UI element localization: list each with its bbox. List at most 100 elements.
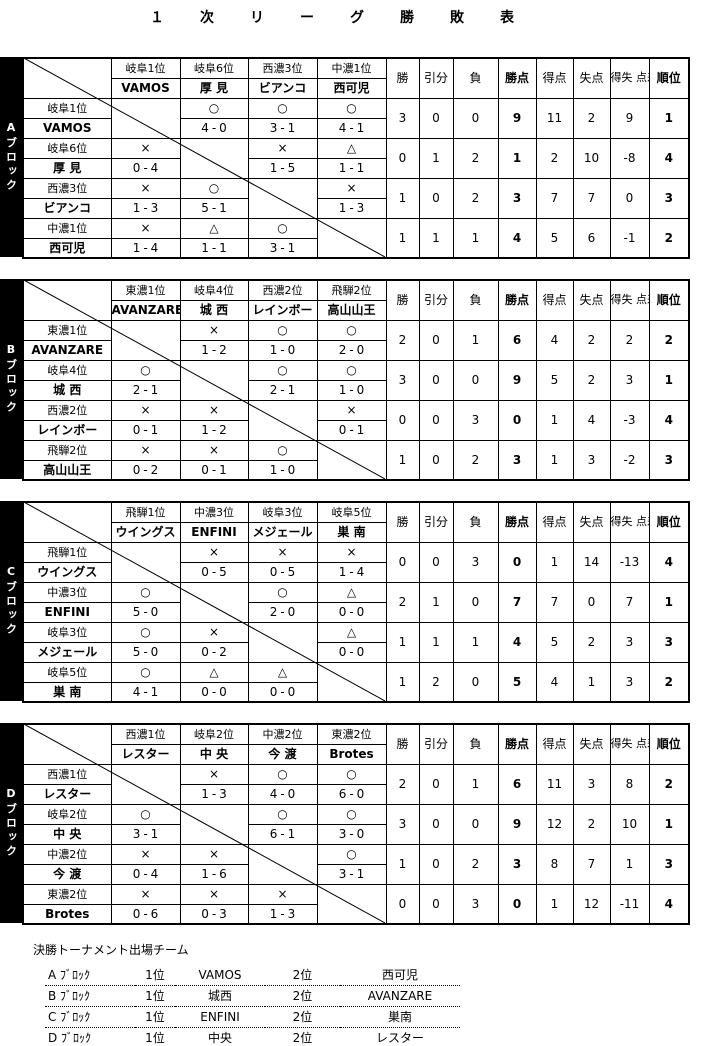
result-mark: △ bbox=[247, 661, 318, 683]
result-mark: × bbox=[247, 137, 318, 159]
result-score: 5-0 bbox=[110, 601, 181, 623]
result-mark: ○ bbox=[247, 97, 318, 119]
stat-value: 3 bbox=[452, 883, 499, 925]
stat-header: 負 bbox=[452, 501, 499, 543]
team-name: 巣 南 bbox=[22, 681, 112, 703]
stat-value: 1 bbox=[648, 359, 690, 401]
team-rank: 岐阜1位 bbox=[22, 97, 112, 119]
result-score: 6-1 bbox=[247, 823, 318, 845]
opponent-rank-header: 中濃1位 bbox=[316, 57, 387, 79]
stat-value: 2 bbox=[648, 319, 690, 361]
self-match-cell bbox=[247, 177, 318, 219]
self-match-cell bbox=[316, 217, 387, 259]
stat-value: 2 bbox=[572, 97, 611, 139]
result-score: 1-1 bbox=[316, 157, 387, 179]
stat-value: 8 bbox=[535, 843, 574, 885]
qualifier-second-place-team: レスター bbox=[340, 1027, 460, 1046]
result-mark: ○ bbox=[247, 359, 318, 381]
stat-value: -2 bbox=[609, 439, 650, 481]
stat-value: 2 bbox=[572, 359, 611, 401]
stat-value: 1 bbox=[418, 581, 454, 623]
qualifiers-body: A ﾌﾞﾛｯｸ 1位 VAMOS 2位 西可児 B ﾌﾞﾛｯｸ 1位 城西 2位 AVANZARE… bbox=[45, 965, 460, 1046]
stat-value: 6 bbox=[497, 763, 537, 805]
result-mark: × bbox=[316, 177, 387, 199]
qualifier-row: D ﾌﾞﾛｯｸ 1位 中央 2位 レスター bbox=[45, 1027, 460, 1046]
result-mark: ○ bbox=[110, 359, 181, 381]
opponent-rank-header: 飛騨1位 bbox=[110, 501, 181, 523]
stat-value: 10 bbox=[609, 803, 650, 845]
stat-value: 0 bbox=[418, 319, 454, 361]
stat-value: 4 bbox=[648, 883, 690, 925]
stat-value: 2 bbox=[385, 319, 420, 361]
stat-value: 2 bbox=[535, 137, 574, 179]
stat-header: 勝点 bbox=[497, 723, 537, 765]
opponent-name-header: レインボー bbox=[247, 299, 318, 321]
qualifier-second-place-team: 西可児 bbox=[340, 965, 460, 986]
team-name: レインボー bbox=[22, 419, 112, 441]
result-score: 1-3 bbox=[110, 197, 181, 219]
team-name: ビアンコ bbox=[22, 197, 112, 219]
result-score: 1-2 bbox=[179, 339, 249, 361]
stat-value: -3 bbox=[609, 399, 650, 441]
stat-header: 失点 bbox=[572, 279, 611, 321]
result-score: 0-2 bbox=[110, 459, 181, 481]
opponent-rank-header: 東濃1位 bbox=[110, 279, 181, 301]
result-mark: × bbox=[247, 541, 318, 563]
stat-value: 0 bbox=[418, 359, 454, 401]
stat-value: 11 bbox=[535, 763, 574, 805]
team-rank: 岐阜2位 bbox=[22, 803, 112, 825]
self-match-cell bbox=[247, 621, 318, 663]
result-mark: ○ bbox=[247, 439, 318, 461]
qualifiers-section: 決勝トーナメント出場チーム A ﾌﾞﾛｯｸ 1位 VAMOS 2位 西可児 B ﾌﾞﾛｯｸ… bbox=[0, 941, 726, 1046]
qualifier-second-place-label: 2位 bbox=[265, 985, 340, 1007]
qualifier-second-place-label: 2位 bbox=[265, 965, 340, 986]
result-mark: × bbox=[179, 399, 249, 421]
result-score: 1-0 bbox=[316, 379, 387, 401]
stat-header: 勝点 bbox=[497, 57, 537, 99]
block-d-label: Dブロック bbox=[4, 787, 18, 859]
result-score: 3-1 bbox=[247, 237, 318, 259]
stat-value: 3 bbox=[648, 177, 690, 219]
result-mark: × bbox=[110, 399, 181, 421]
team-name: ENFINI bbox=[22, 601, 112, 623]
result-score: 0-0 bbox=[316, 641, 387, 663]
stat-value: -8 bbox=[609, 137, 650, 179]
result-score: 0-5 bbox=[247, 561, 318, 583]
result-score: 2-1 bbox=[110, 379, 181, 401]
result-score: 1-0 bbox=[247, 339, 318, 361]
stat-value: 2 bbox=[452, 843, 499, 885]
result-score: 2-1 bbox=[247, 379, 318, 401]
team-rank: 東濃1位 bbox=[22, 319, 112, 341]
result-score: 0-4 bbox=[110, 157, 181, 179]
team-name: レスター bbox=[22, 783, 112, 805]
stat-value: 0 bbox=[452, 661, 499, 703]
stat-value: 1 bbox=[418, 217, 454, 259]
stat-value: 2 bbox=[452, 137, 499, 179]
stat-value: 0 bbox=[452, 359, 499, 401]
stat-header: 得失 点差 bbox=[609, 57, 650, 99]
stat-value: 3 bbox=[572, 439, 611, 481]
stat-value: 4 bbox=[535, 661, 574, 703]
stat-value: 0 bbox=[385, 541, 420, 583]
block-a-label: Aブロック bbox=[4, 121, 18, 193]
stat-value: 2 bbox=[648, 217, 690, 259]
result-score: 0-1 bbox=[316, 419, 387, 441]
qualifiers-title: 決勝トーナメント出場チーム bbox=[33, 943, 189, 957]
stat-value: 0 bbox=[385, 399, 420, 441]
opponent-name-header: 厚 見 bbox=[179, 77, 249, 99]
stat-value: 2 bbox=[385, 581, 420, 623]
stat-value: 4 bbox=[648, 399, 690, 441]
stat-value: 0 bbox=[418, 399, 454, 441]
result-mark: × bbox=[110, 843, 181, 865]
team-name: Brotes bbox=[22, 903, 112, 925]
result-mark: × bbox=[179, 763, 249, 785]
stat-value: 7 bbox=[497, 581, 537, 623]
stat-value: 2 bbox=[609, 319, 650, 361]
result-mark: × bbox=[179, 439, 249, 461]
result-mark: × bbox=[179, 843, 249, 865]
stat-value: 1 bbox=[535, 541, 574, 583]
result-score: 0-2 bbox=[179, 641, 249, 663]
result-score: 4-1 bbox=[316, 117, 387, 139]
result-mark: ○ bbox=[110, 661, 181, 683]
stat-value: 1 bbox=[452, 621, 499, 663]
